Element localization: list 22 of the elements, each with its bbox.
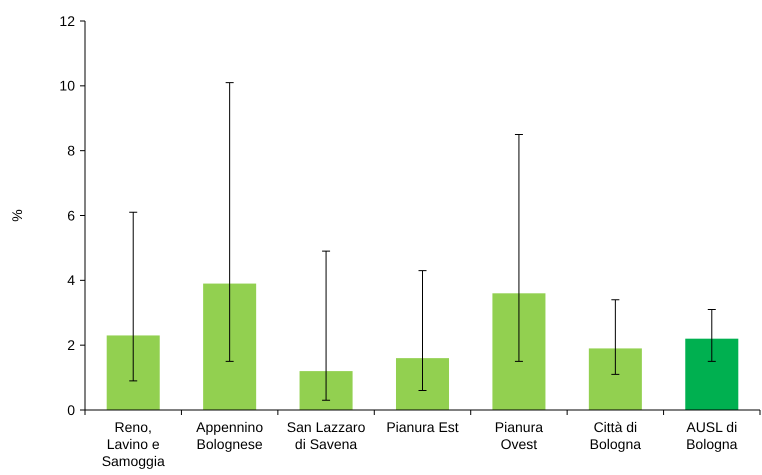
- bar: [300, 371, 353, 410]
- bar: [685, 338, 738, 410]
- y-tick-label: 4: [67, 272, 76, 288]
- x-tick-label: Città di Bologna: [590, 419, 642, 452]
- y-tick-label: 10: [59, 78, 76, 94]
- y-tick-label: 0: [67, 402, 76, 418]
- x-tick-label: Reno, Lavino e Samoggia: [102, 419, 165, 469]
- bar: [106, 335, 160, 410]
- x-tick-label: AUSL di Bologna: [686, 419, 738, 452]
- y-axis-title: %: [9, 209, 25, 222]
- x-tick-label: Appennino Bolognese: [196, 419, 264, 452]
- bar: [203, 284, 256, 410]
- x-tick-label: San Lazzaro di Savena: [286, 419, 366, 452]
- y-tick-label: 6: [67, 207, 76, 224]
- x-tick-label: Pianura Est: [386, 419, 459, 435]
- x-tick-label: Pianura Ovest: [494, 419, 544, 452]
- y-tick-label: 2: [67, 337, 76, 354]
- y-tick-label: 12: [59, 12, 76, 29]
- bar: [588, 348, 642, 410]
- y-tick-label: 8: [67, 142, 76, 159]
- bar: [396, 358, 450, 410]
- bar: [492, 293, 546, 410]
